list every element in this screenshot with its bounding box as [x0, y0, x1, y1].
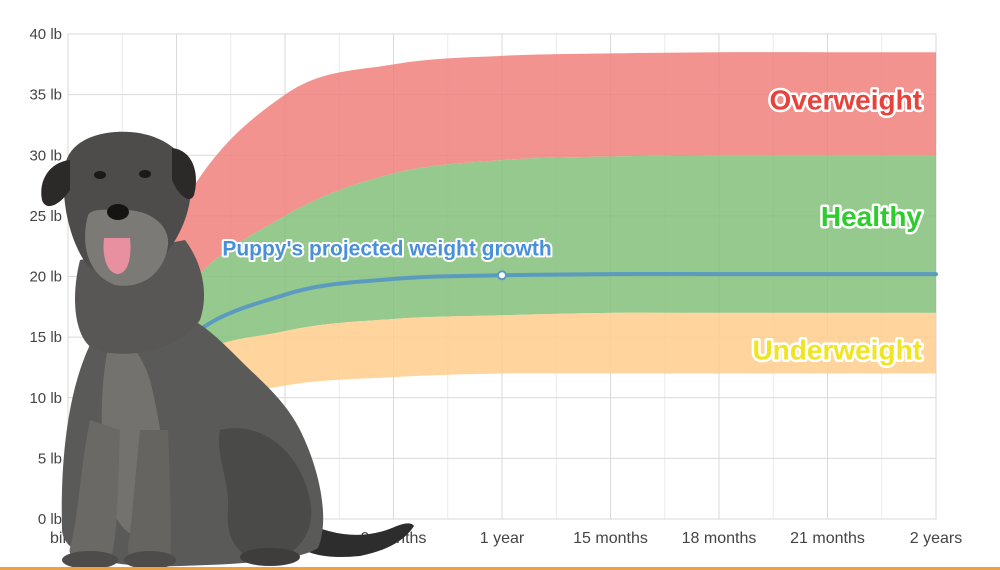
weight-zone-bands: [68, 52, 936, 515]
x-tick-label: 18 months: [682, 530, 757, 547]
x-tick-label: 21 months: [790, 530, 865, 547]
y-tick-label: 20 lb: [29, 269, 62, 286]
zone-label-overweight: Overweight: [770, 84, 922, 115]
projection-marker[interactable]: [497, 270, 507, 281]
dog-photo: [41, 131, 414, 569]
zone-label-healthy: Healthy: [821, 201, 923, 232]
y-tick-label: 30 lb: [29, 147, 62, 164]
band-healthy: [68, 155, 936, 511]
band-underweight: [68, 312, 936, 515]
y-axis: 0 lb 5 lb 10 lb 15 lb 20 lb 25 lb 30 lb 35 lb 40…: [29, 26, 62, 528]
y-tick-label: 35 lb: [29, 87, 62, 104]
y-tick-label: 5 lb: [38, 450, 62, 467]
projection-label: Puppy's projected weight growth: [222, 237, 551, 260]
zone-label-underweight: Underweight: [752, 334, 922, 365]
x-tick-label: 2 years: [910, 530, 962, 547]
x-tick-label: 1 year: [480, 530, 525, 547]
x-tick-label: 15 months: [573, 530, 648, 547]
y-tick-label: 40 lb: [29, 26, 62, 43]
y-tick-label: 10 lb: [29, 390, 62, 407]
band-overweight: [68, 52, 936, 509]
bottom-accent-bar: [0, 567, 1000, 570]
y-tick-label: 15 lb: [29, 329, 62, 346]
y-tick-label: 0 lb: [38, 511, 62, 528]
y-tick-label: 25 lb: [29, 208, 62, 225]
zone-labels: Overweight Healthy Underweight: [750, 82, 925, 368]
